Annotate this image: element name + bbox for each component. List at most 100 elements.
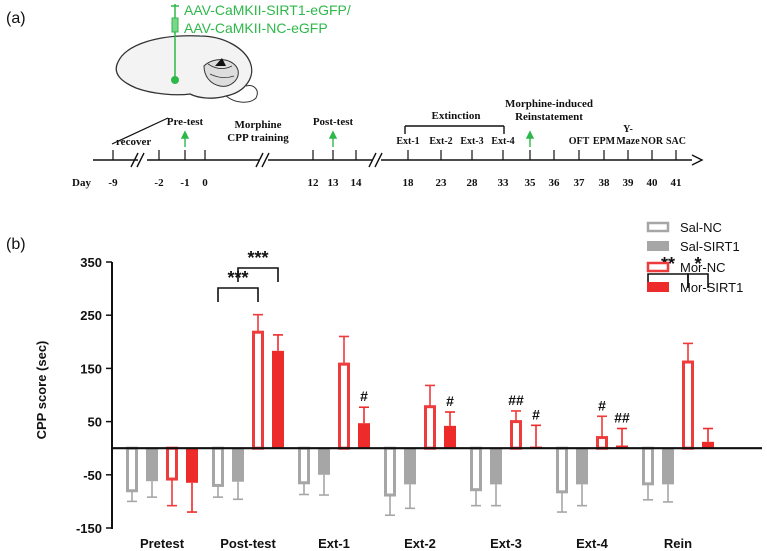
- legend-label: Mor-NC: [680, 260, 726, 275]
- y-tick-label: 50: [88, 415, 102, 430]
- virus-line-1: AAV-CaMKII-SIRT1-eGFP/: [184, 2, 351, 18]
- pretest-arrow-icon: [180, 130, 190, 147]
- event-ext1: Ext-1: [396, 136, 419, 147]
- event-morphine-2: CPP training: [227, 132, 289, 144]
- posttest-arrow-icon: [328, 130, 338, 147]
- bar-Mor-NC-Post-test: [252, 330, 264, 450]
- significance-mark: #: [360, 388, 368, 404]
- day-8: 23: [436, 177, 448, 189]
- timeline-ticks: [112, 150, 677, 160]
- bar-Mor-NC-Rein: [682, 360, 694, 450]
- legend: Sal-NC Sal-SIRT1 Mor-NC Mor-SIRT1: [646, 220, 743, 295]
- legend-swatch: [647, 241, 669, 251]
- day-12: 36: [549, 177, 561, 189]
- day-13: 37: [574, 177, 586, 189]
- event-ymaze-1: Y-: [623, 124, 633, 135]
- significance-mark: #: [532, 406, 540, 422]
- day-3: 0: [202, 177, 208, 189]
- bar-Sal-NC-Ext-3: [470, 446, 482, 492]
- event-ext4: Ext-4: [491, 136, 514, 147]
- event-ext3: Ext-3: [460, 136, 483, 147]
- chart-plot-area: -150 -50 50 150 250 350 Pretest Post-test Ext-1 E…: [76, 248, 762, 551]
- bar-Mor-NC-Ext-4: [596, 436, 608, 450]
- bar-Mor-NC-Ext-3: [510, 420, 522, 450]
- bar-Sal-SIRT1-Pretest: [146, 448, 158, 482]
- significance-mark: ##: [614, 410, 630, 426]
- bar-Mor-NC-Ext-2: [424, 405, 436, 450]
- syringe-icon: [171, 4, 179, 84]
- day-4: 12: [308, 177, 320, 189]
- bar-Sal-NC-Post-test: [212, 446, 224, 487]
- day-6: 14: [351, 177, 363, 189]
- legend-swatch: [647, 282, 669, 292]
- bar-Sal-SIRT1-Ext-2: [404, 448, 416, 485]
- panel-a-label: (a): [6, 10, 26, 27]
- bar-Sal-NC-Ext-4: [556, 446, 568, 494]
- day-1: -2: [154, 177, 164, 189]
- event-ext2: Ext-2: [429, 136, 452, 147]
- significance-bracket: [237, 267, 279, 282]
- significance-label: ***: [247, 248, 268, 268]
- panel-b-label: (b): [6, 236, 26, 253]
- day-2: -1: [180, 177, 189, 189]
- legend-label: Sal-SIRT1: [680, 239, 740, 254]
- day-0: -9: [108, 177, 118, 189]
- significance-mark: #: [446, 393, 454, 409]
- event-nor: NOR: [641, 136, 664, 147]
- virus-line-2: AAV-CaMKII-NC-eGFP: [184, 20, 328, 36]
- x-tick-label: Ext-2: [404, 536, 436, 551]
- y-tick-label: -150: [76, 521, 102, 536]
- day-16: 40: [647, 177, 659, 189]
- x-tick-label: Pretest: [140, 536, 185, 551]
- significance-bracket: [687, 273, 709, 288]
- x-tick-label: Ext-1: [318, 536, 350, 551]
- legend-swatch: [646, 261, 670, 273]
- significance-label: *: [694, 254, 701, 274]
- y-tick-label: -50: [83, 468, 102, 483]
- bar-Sal-NC-Pretest: [126, 446, 138, 493]
- event-morphine-1: Morphine: [234, 119, 281, 131]
- significance-mark: #: [598, 397, 606, 413]
- bar-Mor-SIRT1-Post-test: [272, 350, 284, 449]
- day-14: 38: [599, 177, 611, 189]
- day-label: Day: [72, 177, 91, 189]
- event-reinstatement-1: Morphine-induced: [505, 98, 593, 110]
- event-ymaze-2: Maze: [616, 136, 640, 147]
- brain-illustration: [115, 4, 258, 103]
- x-tick-label: Post-test: [220, 536, 276, 551]
- legend-label: Mor-SIRT1: [680, 280, 743, 295]
- day-7: 18: [403, 177, 415, 189]
- bar-Mor-SIRT1-Rein: [702, 441, 714, 449]
- day-15: 39: [623, 177, 635, 189]
- event-pretest: Pre-test: [167, 116, 204, 128]
- significance-bracket: [217, 287, 259, 302]
- bar-Sal-SIRT1-Ext-4: [576, 448, 588, 485]
- day-5: 13: [328, 177, 340, 189]
- event-oft: OFT: [569, 136, 590, 147]
- legend-label: Sal-NC: [680, 220, 722, 235]
- bar-Mor-SIRT1-Ext-1: [358, 423, 370, 449]
- x-tick-label: Rein: [664, 536, 692, 551]
- bar-Mor-NC-Ext-1: [338, 362, 350, 450]
- y-tick-label: 350: [80, 255, 102, 270]
- bar-Mor-SIRT1-Ext-2: [444, 425, 456, 449]
- reinstatement-arrow-icon: [525, 130, 535, 147]
- timeline: [93, 125, 704, 168]
- bar-Sal-SIRT1-Ext-1: [318, 448, 330, 475]
- bar-Sal-SIRT1-Ext-3: [490, 448, 502, 485]
- timeline-day-labels: -9 -2 -1 0 12 13 14 18 23 28 33 35 36 37 38 39 40 41: [108, 177, 681, 189]
- x-tick-label: Ext-3: [490, 536, 522, 551]
- day-17: 41: [671, 177, 682, 189]
- event-sac: SAC: [666, 136, 686, 147]
- injection-site-icon: [171, 76, 179, 84]
- event-reinstatement-2: Reinstatement: [515, 111, 583, 123]
- bar-Mor-SIRT1-Ext-4: [616, 445, 628, 449]
- day-11: 35: [525, 177, 537, 189]
- bar-Sal-SIRT1-Post-test: [232, 448, 244, 482]
- event-recover: recover: [116, 136, 151, 148]
- bar-Sal-SIRT1-Rein: [662, 448, 674, 485]
- event-posttest: Post-test: [313, 116, 354, 128]
- day-9: 28: [467, 177, 479, 189]
- x-tick-label: Ext-4: [576, 536, 609, 551]
